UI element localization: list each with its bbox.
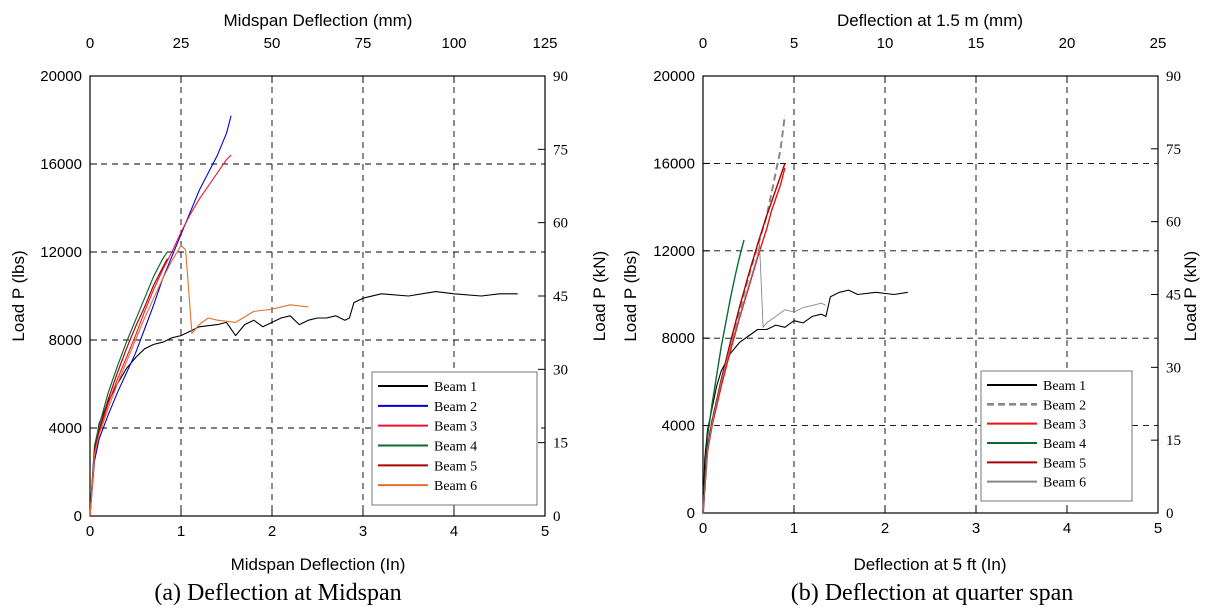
- y-tick-label: 8000: [49, 332, 82, 349]
- y-tick-label: 12000: [40, 244, 82, 261]
- x-top-tick-label: 25: [173, 35, 190, 52]
- y-right-tick-label: 75: [553, 142, 568, 158]
- x-top-tick-label: 15: [968, 35, 985, 52]
- legend-label-beam-5: Beam 5: [434, 459, 477, 474]
- series-lines-b: [702, 115, 908, 514]
- y-tick-label: 12000: [653, 243, 695, 260]
- chart-panel-a: 0 1 2 3 4 50 25 50 75 100 125040008000120001600020…: [9, 11, 609, 606]
- y-tick-label: 20000: [40, 68, 82, 85]
- legend-label-beam-1: Beam 1: [1043, 379, 1086, 394]
- x-tick-label: 2: [268, 523, 276, 540]
- chart-panel-b: 0 1 2 3 4 50 5 10 15 20 25040008000120001600020000…: [621, 11, 1200, 606]
- legend-a: Beam 1 Beam 2 Beam 3 Beam 4 Beam 5 Beam 6: [371, 371, 538, 506]
- y-tick-label: 8000: [662, 330, 695, 347]
- legend-box: [980, 370, 1133, 502]
- y-tick-label: 16000: [40, 156, 82, 173]
- series-line-beam-2: [89, 115, 232, 517]
- legend-b: Beam 1 Beam 2 Beam 3 Beam 4 Beam 5 Beam 6: [980, 370, 1133, 502]
- x-tick-label: 3: [972, 520, 980, 537]
- series-line-beam-3: [89, 154, 232, 517]
- left-axis-title-b: Load P (lbs): [621, 250, 640, 341]
- left-axis-title-a: Load P (lbs): [9, 250, 28, 341]
- y-right-tick-label: 90: [1166, 69, 1181, 85]
- x-top-tick-label: 50: [264, 35, 281, 52]
- y-right-tick-label: 15: [1166, 433, 1181, 449]
- x-tick-label: 1: [790, 520, 798, 537]
- series-line-beam-1: [702, 289, 908, 514]
- x-top-tick-label: 100: [441, 35, 466, 52]
- y-right-tick-label: 15: [553, 436, 568, 452]
- y-right-tick-label: 45: [553, 289, 568, 305]
- top-axis-title-a: Midspan Deflection (mm): [224, 11, 413, 30]
- x-tick-label: 0: [86, 523, 94, 540]
- y-right-tick-label: 30: [1166, 360, 1181, 376]
- caption-a: (a) Deflection at Midspan: [154, 580, 401, 606]
- right-axis-title-a: Load P (kN): [590, 251, 609, 341]
- x-top-tick-label: 75: [355, 35, 372, 52]
- legend-label-beam-5: Beam 5: [1043, 456, 1086, 471]
- y-tick-label: 16000: [653, 155, 695, 172]
- x-tick-label: 0: [699, 520, 707, 537]
- caption-b: (b) Deflection at quarter span: [791, 580, 1074, 606]
- x-tick-label: 4: [450, 523, 458, 540]
- y-tick-label: 4000: [49, 420, 82, 437]
- y-right-tick-label: 90: [553, 69, 568, 85]
- series-line-beam-5: [89, 258, 168, 517]
- legend-label-beam-4: Beam 4: [434, 440, 477, 455]
- y-right-tick-label: 0: [1166, 506, 1174, 522]
- x-top-tick-label: 25: [1150, 35, 1167, 52]
- x-tick-label: 2: [881, 520, 889, 537]
- legend-label-beam-1: Beam 1: [434, 380, 477, 395]
- series-line-beam-3: [702, 167, 786, 514]
- bottom-axis-title-b: Deflection at 5 ft (In): [853, 555, 1006, 574]
- y-tick-label: 20000: [653, 68, 695, 85]
- series-line-beam-1: [89, 291, 518, 517]
- right-axis-title-b: Load P (kN): [1181, 251, 1200, 341]
- x-top-tick-label: 5: [790, 35, 798, 52]
- x-top-tick-label: 125: [532, 35, 557, 52]
- y-right-tick-label: 60: [553, 216, 568, 232]
- legend-box: [371, 371, 538, 506]
- y-tick-label: 4000: [662, 418, 695, 435]
- y-tick-label: 0: [687, 505, 695, 522]
- series-line-beam-2: [702, 115, 786, 514]
- series-line-beam-4: [702, 239, 745, 514]
- legend-label-beam-6: Beam 6: [1043, 476, 1086, 491]
- top-axis-title-b: Deflection at 1.5 m (mm): [837, 11, 1023, 30]
- series-line-beam-4: [89, 251, 168, 517]
- legend-label-beam-6: Beam 6: [434, 479, 477, 494]
- x-tick-label: 4: [1063, 520, 1071, 537]
- series-line-beam-6: [89, 244, 309, 517]
- y-right-tick-label: 30: [553, 362, 568, 378]
- legend-label-beam-3: Beam 3: [434, 420, 477, 435]
- y-tick-label: 0: [74, 508, 82, 525]
- series-lines-a: [89, 115, 518, 517]
- legend-label-beam-2: Beam 2: [434, 400, 477, 415]
- series-line-beam-6: [702, 243, 827, 514]
- legend-label-beam-4: Beam 4: [1043, 437, 1086, 452]
- legend-label-beam-2: Beam 2: [1043, 398, 1086, 413]
- y-right-tick-label: 0: [553, 509, 561, 525]
- x-top-tick-label: 20: [1059, 35, 1076, 52]
- x-tick-label: 3: [359, 523, 367, 540]
- y-right-tick-label: 45: [1166, 288, 1181, 304]
- x-top-tick-label: 0: [699, 35, 707, 52]
- x-tick-label: 1: [177, 523, 185, 540]
- x-tick-label: 5: [541, 523, 549, 540]
- bottom-axis-title-a: Midspan Deflection (In): [231, 555, 406, 574]
- x-tick-label: 5: [1154, 520, 1162, 537]
- legend-label-beam-3: Beam 3: [1043, 418, 1086, 433]
- x-top-tick-label: 0: [86, 35, 94, 52]
- x-top-tick-label: 10: [877, 35, 894, 52]
- y-right-tick-label: 75: [1166, 142, 1181, 158]
- y-right-tick-label: 60: [1166, 215, 1181, 231]
